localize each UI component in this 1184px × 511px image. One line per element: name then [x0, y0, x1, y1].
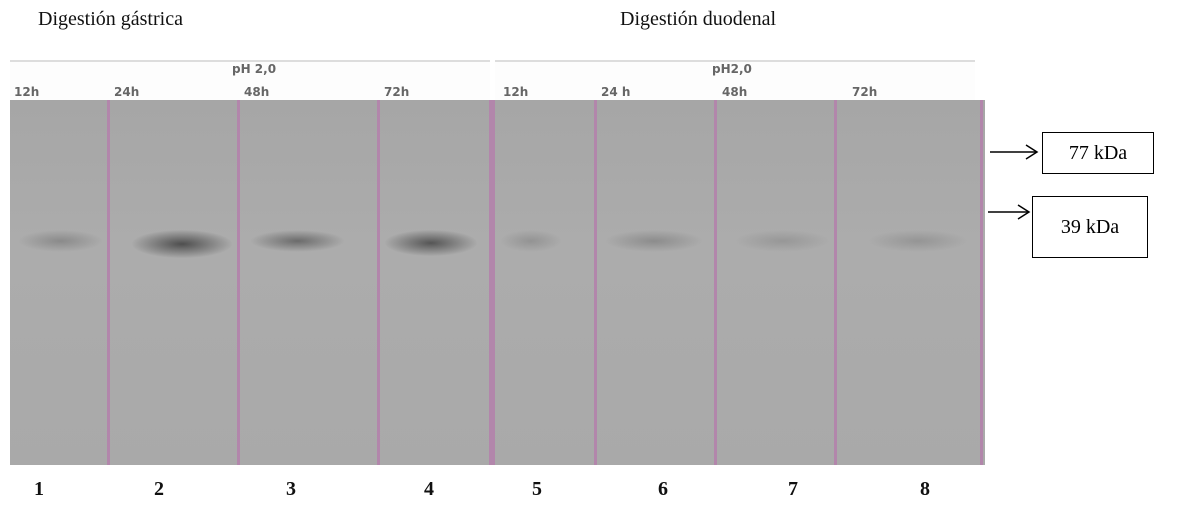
arrow-head [1025, 144, 1039, 160]
band [132, 230, 232, 258]
band [18, 230, 103, 252]
header-strip [10, 60, 490, 102]
lane-number: 6 [658, 478, 668, 500]
lane-number: 8 [920, 478, 930, 500]
lane-number: 2 [154, 478, 164, 500]
lane-divider [714, 100, 717, 465]
ph-label: pH2,0 [712, 62, 752, 76]
lane-time: 72h [384, 85, 410, 99]
band [605, 230, 703, 252]
lane-time: 12h [503, 85, 529, 99]
lane-time: 24 h [601, 85, 631, 99]
band [385, 230, 477, 256]
lane-time: 72h [852, 85, 878, 99]
ph-label: pH 2,0 [232, 62, 277, 76]
band [250, 230, 345, 252]
lane-divider [594, 100, 597, 465]
gel [10, 100, 985, 465]
lane-time: 24h [114, 85, 140, 99]
band [500, 230, 562, 252]
lane-number: 1 [34, 478, 44, 500]
marker-label: 39 kDa [1032, 196, 1148, 258]
header-strip [495, 60, 975, 102]
arrow-head [1017, 204, 1031, 220]
title: Digestión duodenal [620, 8, 777, 30]
lane-number: 5 [532, 478, 542, 500]
lane-number: 3 [286, 478, 296, 500]
lane-divider [489, 100, 495, 465]
lane-number: 4 [424, 478, 434, 500]
lane-divider [377, 100, 380, 465]
lane-number: 7 [788, 478, 798, 500]
band [868, 230, 968, 252]
lane-divider [237, 100, 240, 465]
lane-divider [980, 100, 983, 465]
title: Digestión gástrica [38, 8, 183, 30]
lane-time: 48h [244, 85, 270, 99]
lane-time: 48h [722, 85, 748, 99]
lane-divider [107, 100, 110, 465]
marker-label: 77 kDa [1042, 132, 1154, 174]
band [735, 230, 830, 252]
lane-time: 12h [14, 85, 40, 99]
lane-divider [834, 100, 837, 465]
